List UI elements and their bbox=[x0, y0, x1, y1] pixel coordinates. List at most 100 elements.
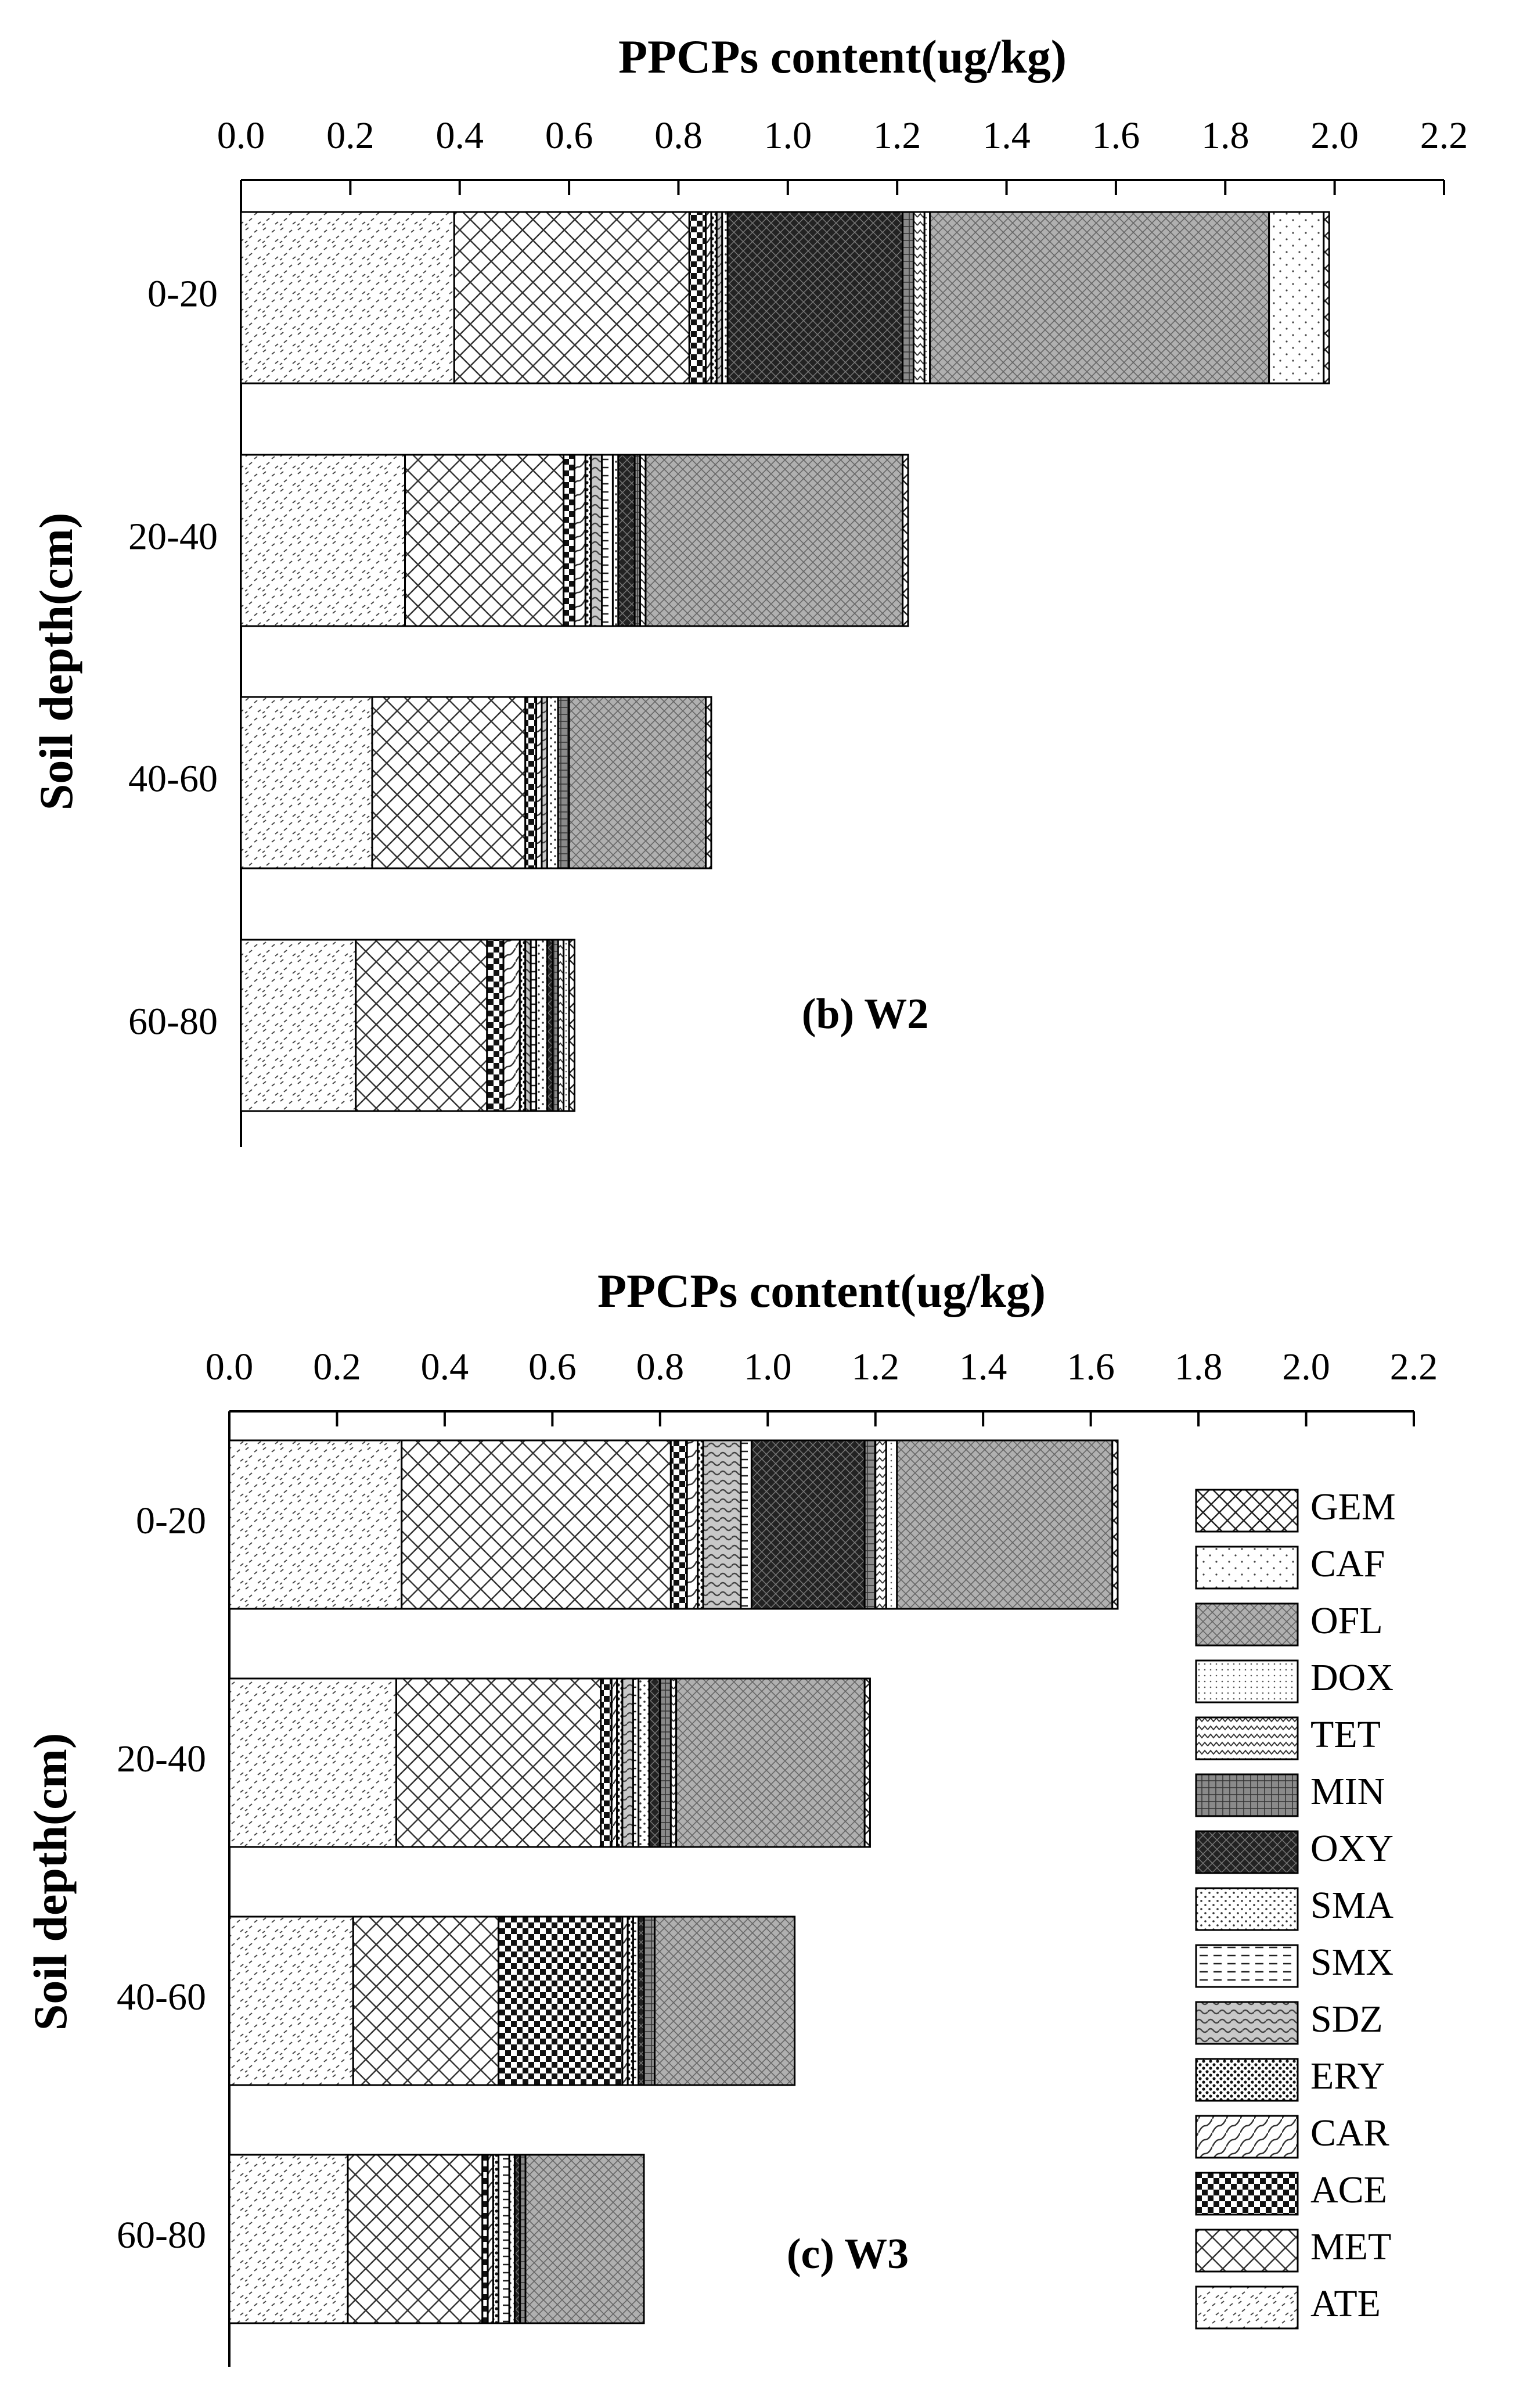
legend-swatch-ate bbox=[1195, 2285, 1299, 2330]
panel-label: (b) W2 bbox=[802, 990, 929, 1038]
legend-label-met: MET bbox=[1310, 2226, 1391, 2268]
legend-label-ery: ERY bbox=[1310, 2055, 1385, 2097]
bar-segment-gem bbox=[705, 696, 712, 869]
x-tick-label: 1.2 bbox=[851, 1346, 899, 1388]
x-tick-label: 2.0 bbox=[1282, 1346, 1330, 1388]
x-tick-label: 0.6 bbox=[545, 114, 593, 157]
bar-segment-oxy bbox=[750, 1439, 866, 1610]
legend-swatch-met bbox=[1195, 2229, 1299, 2273]
bar-segment-car bbox=[574, 454, 586, 627]
bar-segment-car bbox=[686, 1439, 699, 1610]
bar-segment-sma bbox=[535, 939, 548, 1112]
x-tick-label: 0.8 bbox=[636, 1346, 685, 1388]
legend-swatch-ace bbox=[1195, 2172, 1299, 2216]
bar-segment-ace bbox=[563, 454, 576, 627]
bar-segment-ate bbox=[228, 1915, 354, 2086]
bar-segment-min bbox=[902, 211, 914, 384]
bar-segment-min bbox=[643, 1915, 656, 2086]
x-tick-label: 0.8 bbox=[654, 114, 703, 157]
bar-segment-dox bbox=[885, 1439, 898, 1610]
legend-swatch-sdz bbox=[1195, 2001, 1299, 2045]
legend-label-dox: DOX bbox=[1310, 1656, 1393, 1699]
bar-segment-met bbox=[404, 454, 565, 627]
y-axis-label: Soil depth(cm) bbox=[24, 1733, 77, 2031]
bar-segment-ofl bbox=[654, 1915, 796, 2086]
legend-label-gem: GEM bbox=[1310, 1486, 1396, 1528]
x-tick-label: 0.2 bbox=[313, 1346, 361, 1388]
bar-segment-ace bbox=[524, 696, 538, 869]
legend-label-smx: SMX bbox=[1310, 1941, 1393, 1983]
bar-segment-gem bbox=[1323, 211, 1330, 384]
bar-segment-oxy bbox=[648, 1677, 661, 1848]
legend-label-ace: ACE bbox=[1310, 2169, 1387, 2211]
bar-segment-sma bbox=[638, 1677, 650, 1848]
legend-label-ofl: OFL bbox=[1310, 1600, 1383, 1642]
legend-label-car: CAR bbox=[1310, 2112, 1389, 2154]
x-tick-label: 2.0 bbox=[1310, 114, 1359, 157]
category-label: 40-60 bbox=[128, 758, 218, 800]
legend-swatch-gem bbox=[1195, 1489, 1299, 1533]
y-axis-label: Soil depth(cm) bbox=[30, 513, 82, 811]
x-tick-label: 0.4 bbox=[435, 114, 484, 157]
bar-segment-ofl bbox=[524, 2154, 645, 2324]
legend-swatch-car bbox=[1195, 2115, 1299, 2159]
x-tick-label: 1.6 bbox=[1092, 114, 1140, 157]
bar-segment-smx bbox=[601, 454, 614, 627]
x-tick-label: 0.6 bbox=[528, 1346, 577, 1388]
x-tick-label: 1.4 bbox=[982, 114, 1031, 157]
bar-segment-ate bbox=[228, 1439, 403, 1610]
bar-segment-ate bbox=[240, 454, 406, 627]
bar-segment-met bbox=[352, 1915, 500, 2086]
bar-segment-car bbox=[502, 939, 521, 1112]
bar-segment-smx bbox=[498, 2154, 510, 2324]
bar-segment-met bbox=[371, 696, 527, 869]
category-label: 60-80 bbox=[117, 2214, 206, 2256]
panel-c-w3: PPCPs content(ug/kg) 0.0 0.2 0.4 0.6 0.8 1.0 1.… bbox=[24, 1264, 1438, 2367]
category-label: 20-40 bbox=[117, 1738, 206, 1780]
bar-segment-ate bbox=[228, 1677, 397, 1848]
legend-label-tet: TET bbox=[1310, 1713, 1381, 1756]
bar-segment-ofl bbox=[675, 1677, 866, 1848]
x-tick-label: 1.8 bbox=[1175, 1346, 1223, 1388]
category-label: 0-20 bbox=[147, 273, 218, 315]
bar-segment-ace bbox=[688, 211, 707, 384]
bar-segment-sdz bbox=[702, 1439, 742, 1610]
x-tick-label: 1.2 bbox=[873, 114, 921, 157]
legend-swatch-oxy bbox=[1195, 1830, 1299, 1874]
chart-title: PPCPs content(ug/kg) bbox=[597, 1264, 1046, 1317]
bar-segment-ofl bbox=[568, 696, 707, 869]
bar-segment-tet bbox=[912, 211, 926, 384]
panel-b-w2: PPCPs content(ug/kg) 0.0 0.2 0.4 0.6 0.8 1.0 1.… bbox=[30, 30, 1468, 1147]
bar-segment-min bbox=[557, 696, 570, 869]
legend-label-sma: SMA bbox=[1310, 1884, 1393, 1927]
x-tick-label: 1.8 bbox=[1201, 114, 1249, 157]
legend-label-min: MIN bbox=[1310, 1770, 1385, 1813]
bar-segment-ace bbox=[486, 939, 505, 1112]
bar-segment-ate bbox=[240, 939, 357, 1112]
x-tick-label: 1.6 bbox=[1067, 1346, 1115, 1388]
legend-label-oxy: OXY bbox=[1310, 1827, 1393, 1870]
legend-swatch-tet bbox=[1195, 1716, 1299, 1760]
legend-label-sdz: SDZ bbox=[1310, 1998, 1383, 2040]
panel-label: (c) W3 bbox=[787, 2230, 909, 2278]
x-tick-label: 2.2 bbox=[1420, 114, 1468, 157]
bar-segment-ate bbox=[240, 211, 455, 384]
legend: GEM CAF OFL DOX TET MIN OXY SMA SMX SDZ ERY CAR ACE M… bbox=[1195, 1486, 1396, 2330]
legend-swatch-sma bbox=[1195, 1887, 1299, 1931]
x-tick-label: 1.4 bbox=[959, 1346, 1007, 1388]
bar-segment-ace bbox=[669, 1439, 688, 1610]
bar-segment-met bbox=[401, 1439, 672, 1610]
legend-swatch-ofl bbox=[1195, 1602, 1299, 1647]
bar-segment-tet bbox=[874, 1439, 887, 1610]
bar-segment-gem bbox=[863, 1677, 871, 1848]
bar-segment-ofl bbox=[929, 211, 1270, 384]
bar-segment-ate bbox=[240, 696, 373, 869]
bar-segment-gem bbox=[1111, 1439, 1119, 1610]
chart-title: PPCPs content(ug/kg) bbox=[618, 30, 1067, 83]
legend-swatch-ery bbox=[1195, 2058, 1299, 2102]
x-tick-label: 1.0 bbox=[764, 114, 812, 157]
bar-segment-met bbox=[355, 939, 488, 1112]
category-label: 40-60 bbox=[117, 1976, 206, 2018]
bar-segment-ace bbox=[498, 1915, 624, 2086]
